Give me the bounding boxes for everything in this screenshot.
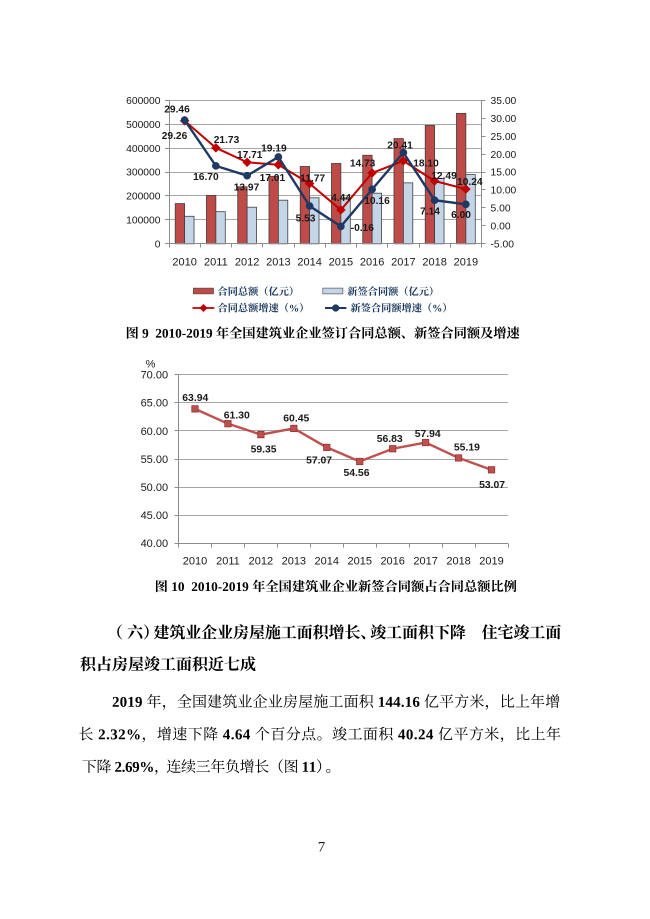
svg-text:2016: 2016	[380, 555, 404, 567]
svg-text:400000: 400000	[126, 144, 161, 155]
svg-text:2019: 2019	[479, 555, 503, 567]
svg-text:10.00: 10.00	[491, 186, 517, 197]
svg-text:21.73: 21.73	[214, 135, 240, 146]
svg-text:50.00: 50.00	[141, 482, 169, 494]
svg-text:600000: 600000	[126, 96, 161, 107]
svg-text:2015: 2015	[347, 555, 371, 567]
svg-text:%: %	[146, 359, 156, 371]
svg-text:70.00: 70.00	[141, 370, 169, 382]
svg-text:40.00: 40.00	[141, 538, 169, 550]
svg-text:13.97: 13.97	[234, 183, 260, 194]
svg-text:29.26: 29.26	[162, 131, 188, 142]
svg-text:5.53: 5.53	[296, 214, 316, 225]
svg-text:2017: 2017	[391, 256, 415, 268]
svg-text:61.30: 61.30	[224, 411, 250, 422]
svg-text:45.00: 45.00	[141, 510, 169, 522]
svg-text:2011: 2011	[216, 555, 240, 567]
svg-text:-5.00: -5.00	[491, 240, 515, 251]
svg-text:2010: 2010	[172, 256, 196, 268]
svg-text:18.10: 18.10	[413, 158, 439, 169]
svg-text:29.46: 29.46	[164, 105, 190, 116]
svg-text:2012: 2012	[249, 555, 273, 567]
svg-text:2014: 2014	[315, 555, 339, 567]
svg-text:65.00: 65.00	[141, 398, 169, 410]
svg-text:63.94: 63.94	[182, 393, 208, 404]
svg-text:2018: 2018	[446, 555, 470, 567]
svg-text:2018: 2018	[422, 256, 446, 268]
svg-text:500000: 500000	[126, 120, 161, 131]
svg-text:59.35: 59.35	[251, 445, 277, 456]
svg-text:54.56: 54.56	[343, 468, 369, 479]
svg-text:53.07: 53.07	[479, 480, 505, 491]
svg-text:55.19: 55.19	[454, 443, 480, 454]
svg-text:6.00: 6.00	[451, 210, 471, 221]
svg-text:11.77: 11.77	[300, 174, 325, 185]
svg-text:15.00: 15.00	[491, 168, 517, 179]
svg-text:35.00: 35.00	[491, 96, 517, 107]
svg-text:57.94: 57.94	[415, 429, 441, 440]
svg-text:0: 0	[155, 240, 161, 251]
svg-text:55.00: 55.00	[141, 454, 169, 466]
svg-text:20.00: 20.00	[491, 150, 517, 161]
svg-text:17.01: 17.01	[260, 173, 286, 184]
svg-text:2011: 2011	[204, 256, 228, 268]
svg-text:4.44: 4.44	[331, 193, 351, 204]
svg-text:2012: 2012	[235, 256, 259, 268]
svg-text:100000: 100000	[126, 216, 161, 227]
svg-text:57.07: 57.07	[306, 456, 332, 467]
svg-text:16.70: 16.70	[193, 172, 219, 183]
svg-text:2014: 2014	[297, 256, 321, 268]
svg-text:10.24: 10.24	[457, 177, 483, 188]
svg-text:56.83: 56.83	[377, 434, 403, 445]
svg-text:300000: 300000	[126, 168, 161, 179]
svg-text:5.00: 5.00	[491, 204, 511, 215]
svg-text:2019: 2019	[454, 256, 478, 268]
svg-text:7.14: 7.14	[420, 206, 440, 217]
svg-text:20.41: 20.41	[387, 141, 413, 152]
svg-text:0.00: 0.00	[491, 222, 511, 233]
svg-text:10.16: 10.16	[364, 196, 390, 207]
svg-text:30.00: 30.00	[491, 114, 517, 125]
svg-text:2017: 2017	[413, 555, 437, 567]
svg-text:2013: 2013	[282, 555, 306, 567]
svg-text:2010: 2010	[183, 555, 207, 567]
svg-text:200000: 200000	[126, 192, 161, 203]
svg-text:17.71: 17.71	[237, 150, 263, 161]
svg-text:12.49: 12.49	[431, 171, 457, 182]
svg-text:7: 7	[318, 840, 326, 856]
svg-text:2015: 2015	[329, 256, 353, 268]
svg-text:60.45: 60.45	[283, 413, 309, 424]
svg-text:14.73: 14.73	[350, 158, 376, 169]
svg-text:2013: 2013	[266, 256, 290, 268]
svg-text:-0.16: -0.16	[351, 223, 375, 234]
svg-text:60.00: 60.00	[141, 426, 169, 438]
svg-text:19.19: 19.19	[261, 144, 287, 155]
svg-text:2016: 2016	[360, 256, 384, 268]
svg-text:25.00: 25.00	[491, 132, 517, 143]
